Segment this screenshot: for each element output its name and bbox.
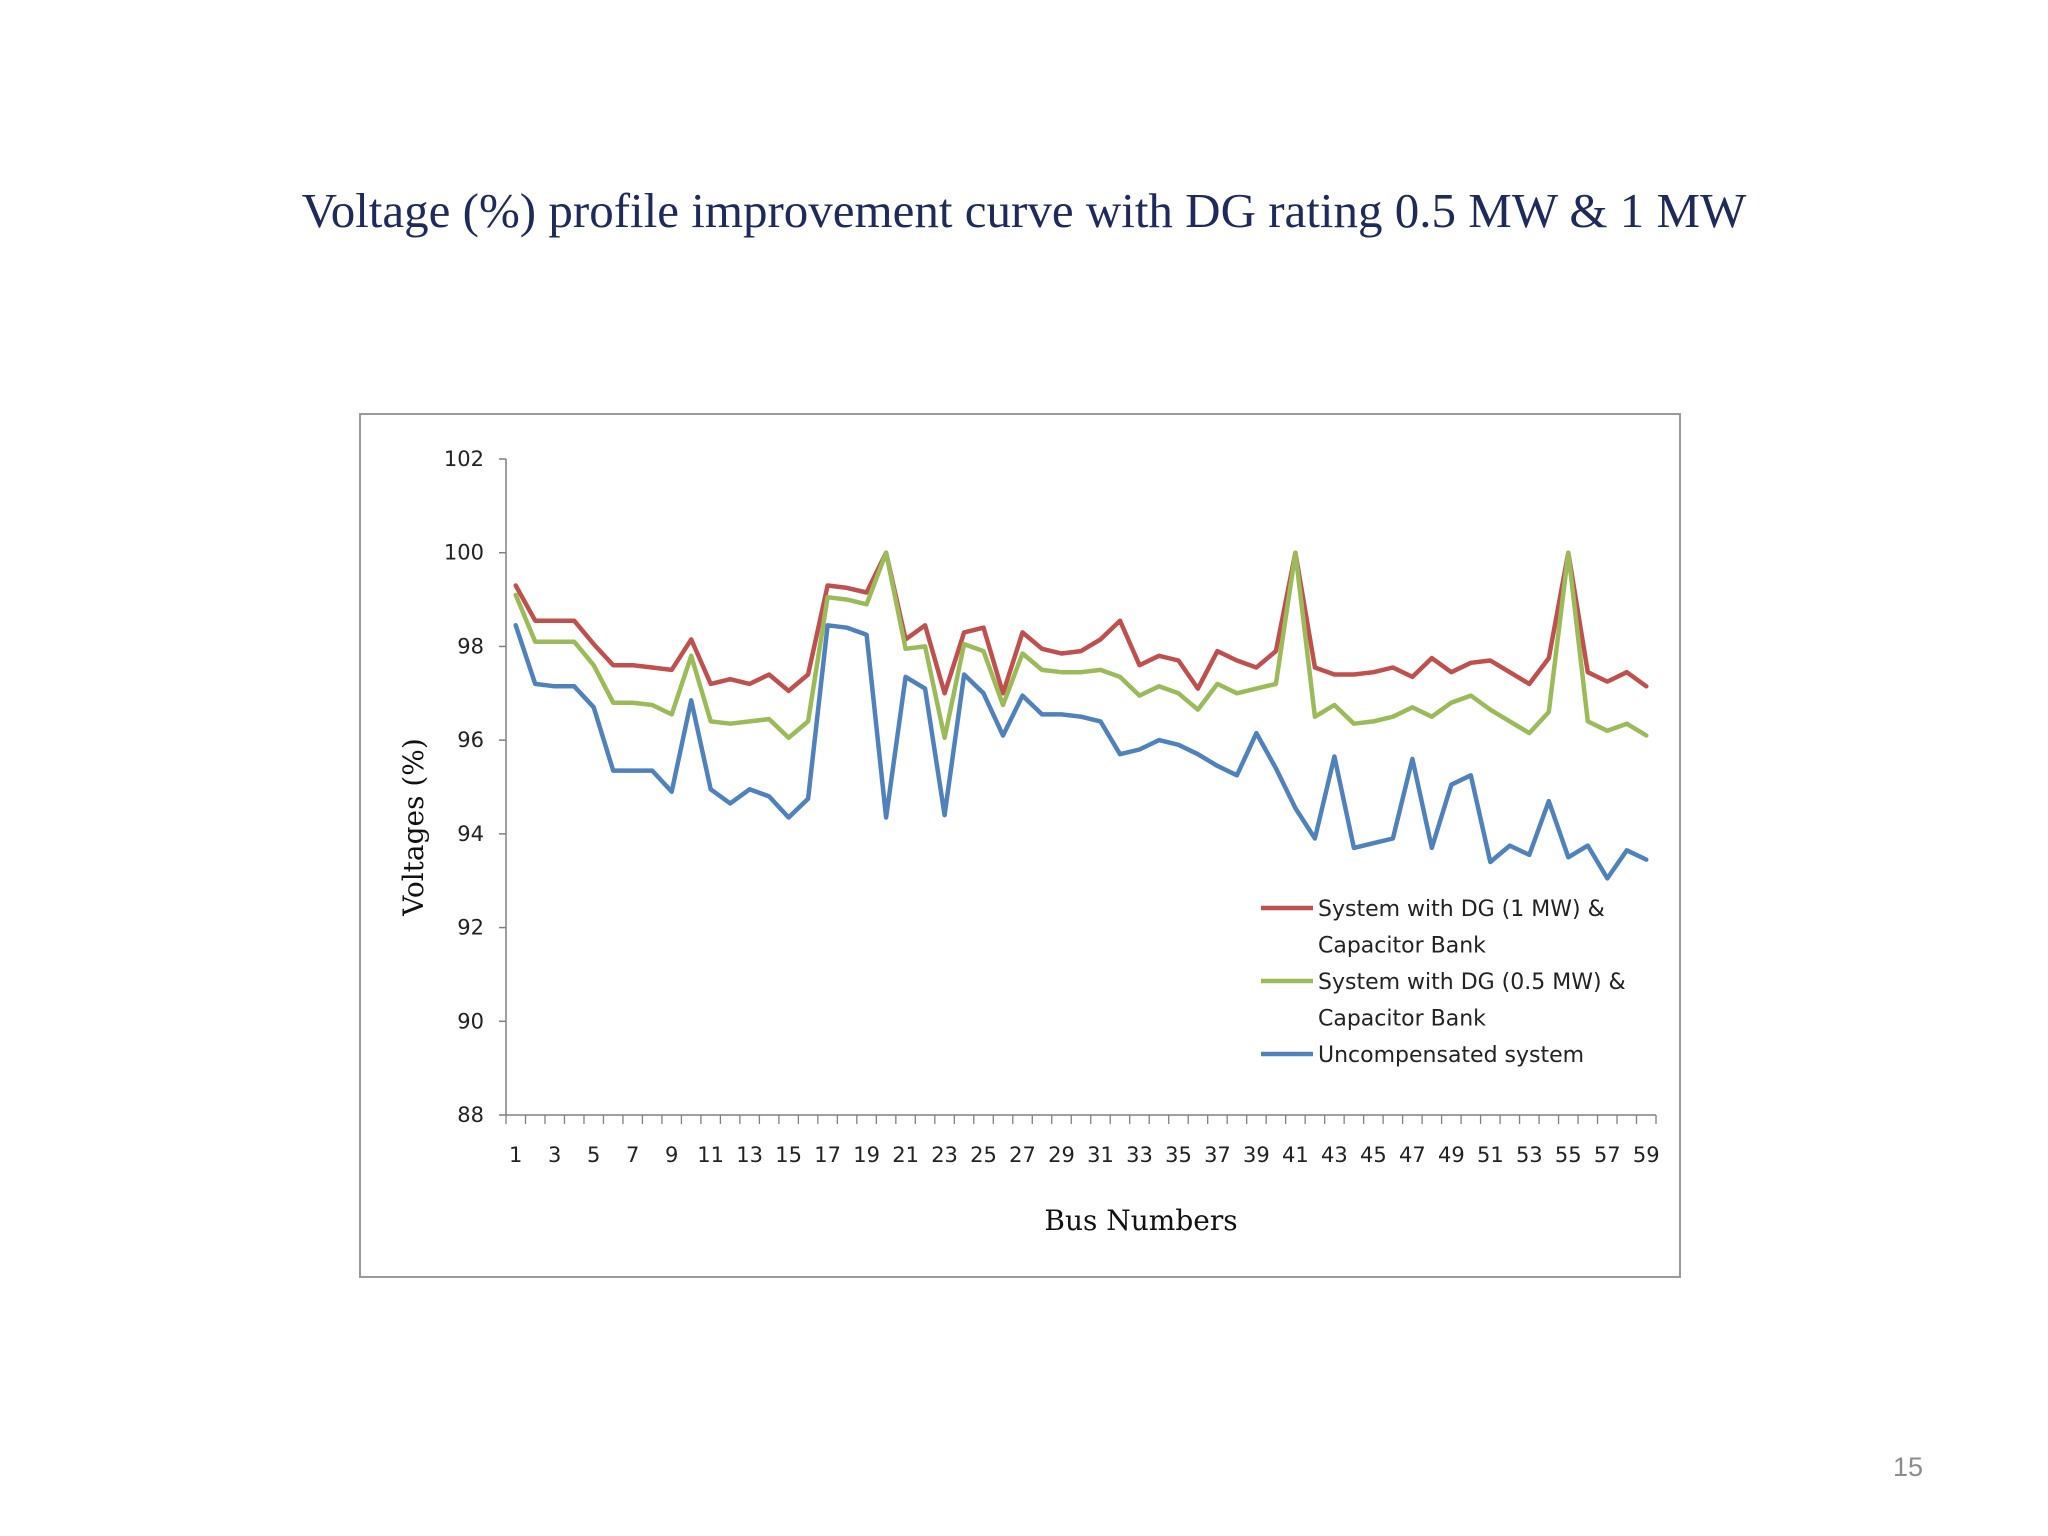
x-tick-label: 57: [1594, 1143, 1621, 1167]
x-tick-label: 53: [1516, 1143, 1543, 1167]
x-tick-label: 43: [1321, 1143, 1348, 1167]
x-tick-label: 25: [970, 1143, 997, 1167]
slide-title: Voltage (%) profile improvement curve wi…: [301, 183, 1747, 238]
x-tick-label: 21: [892, 1143, 919, 1167]
x-tick-label: 51: [1477, 1143, 1504, 1167]
x-tick-label: 23: [931, 1143, 958, 1167]
x-tick-label: 49: [1438, 1143, 1465, 1167]
y-tick-label: 92: [457, 916, 484, 940]
page-number: 15: [1892, 1452, 1923, 1482]
x-tick-label: 35: [1165, 1143, 1192, 1167]
legend: System with DG (1 MW) & Capacitor Bank Sys…: [1261, 897, 1626, 1068]
x-tick-label: 3: [548, 1143, 561, 1167]
x-tick-label: 55: [1555, 1143, 1582, 1167]
x-tick-label: 5: [587, 1143, 600, 1167]
x-tick-label: 11: [697, 1143, 724, 1167]
x-tick-label: 31: [1087, 1143, 1114, 1167]
y-tick-label: 98: [457, 634, 484, 658]
series-lines: [513, 550, 1649, 881]
legend-label-1: Capacitor Bank: [1318, 934, 1486, 959]
x-tick-label: 13: [736, 1143, 763, 1167]
legend-label-2: Capacitor Bank: [1318, 1007, 1486, 1032]
x-tick-label: 15: [775, 1143, 802, 1167]
x-tick-label: 1: [509, 1143, 522, 1167]
y-tick-label: 94: [457, 822, 484, 846]
legend-label-2: System with DG (0.5 MW) &: [1318, 970, 1626, 995]
x-tick-label: 41: [1282, 1143, 1309, 1167]
x-tick-label: 19: [853, 1143, 880, 1167]
x-tick-label: 33: [1126, 1143, 1153, 1167]
y-tick-label: 90: [457, 1009, 484, 1033]
x-tick-label: 9: [665, 1143, 678, 1167]
x-tick-label: 29: [1048, 1143, 1075, 1167]
x-tick-label: 7: [626, 1143, 639, 1167]
y-tick-label: 100: [444, 541, 484, 565]
x-tick-label: 47: [1399, 1143, 1426, 1167]
x-tick-label: 59: [1633, 1143, 1660, 1167]
y-tick-label: 96: [457, 728, 484, 752]
y-tick-label: 88: [457, 1103, 484, 1127]
x-tick-label: 39: [1243, 1143, 1270, 1167]
series-line-2: [513, 550, 1649, 741]
x-tick-label: 45: [1360, 1143, 1387, 1167]
y-tick-label: 102: [444, 447, 484, 471]
x-tick-label: 27: [1009, 1143, 1036, 1167]
series-line-3: [513, 623, 1649, 881]
legend-label-3: Uncompensated system: [1318, 1043, 1584, 1068]
x-tick-label: 37: [1204, 1143, 1231, 1167]
x-axis-title: Bus Numbers: [1044, 1204, 1237, 1237]
y-axis-title: Voltages (%): [397, 738, 430, 917]
x-tick-label: 17: [814, 1143, 841, 1167]
series-line-1: [513, 550, 1649, 696]
y-axis: 88 90 92 94 96 98 100 102: [444, 447, 507, 1127]
x-axis: 1 3 5 7 9 11 13 15 17 19 21 23 25 27 29 31 33 35 37 39 41 43 4…: [505, 1114, 1660, 1167]
legend-label-1: System with DG (1 MW) &: [1318, 897, 1605, 922]
chart-frame: 88 90 92 94 96 98 100 102 1 3 5 7 9 11 13 15 17 19 21 23 25…: [359, 413, 1681, 1278]
